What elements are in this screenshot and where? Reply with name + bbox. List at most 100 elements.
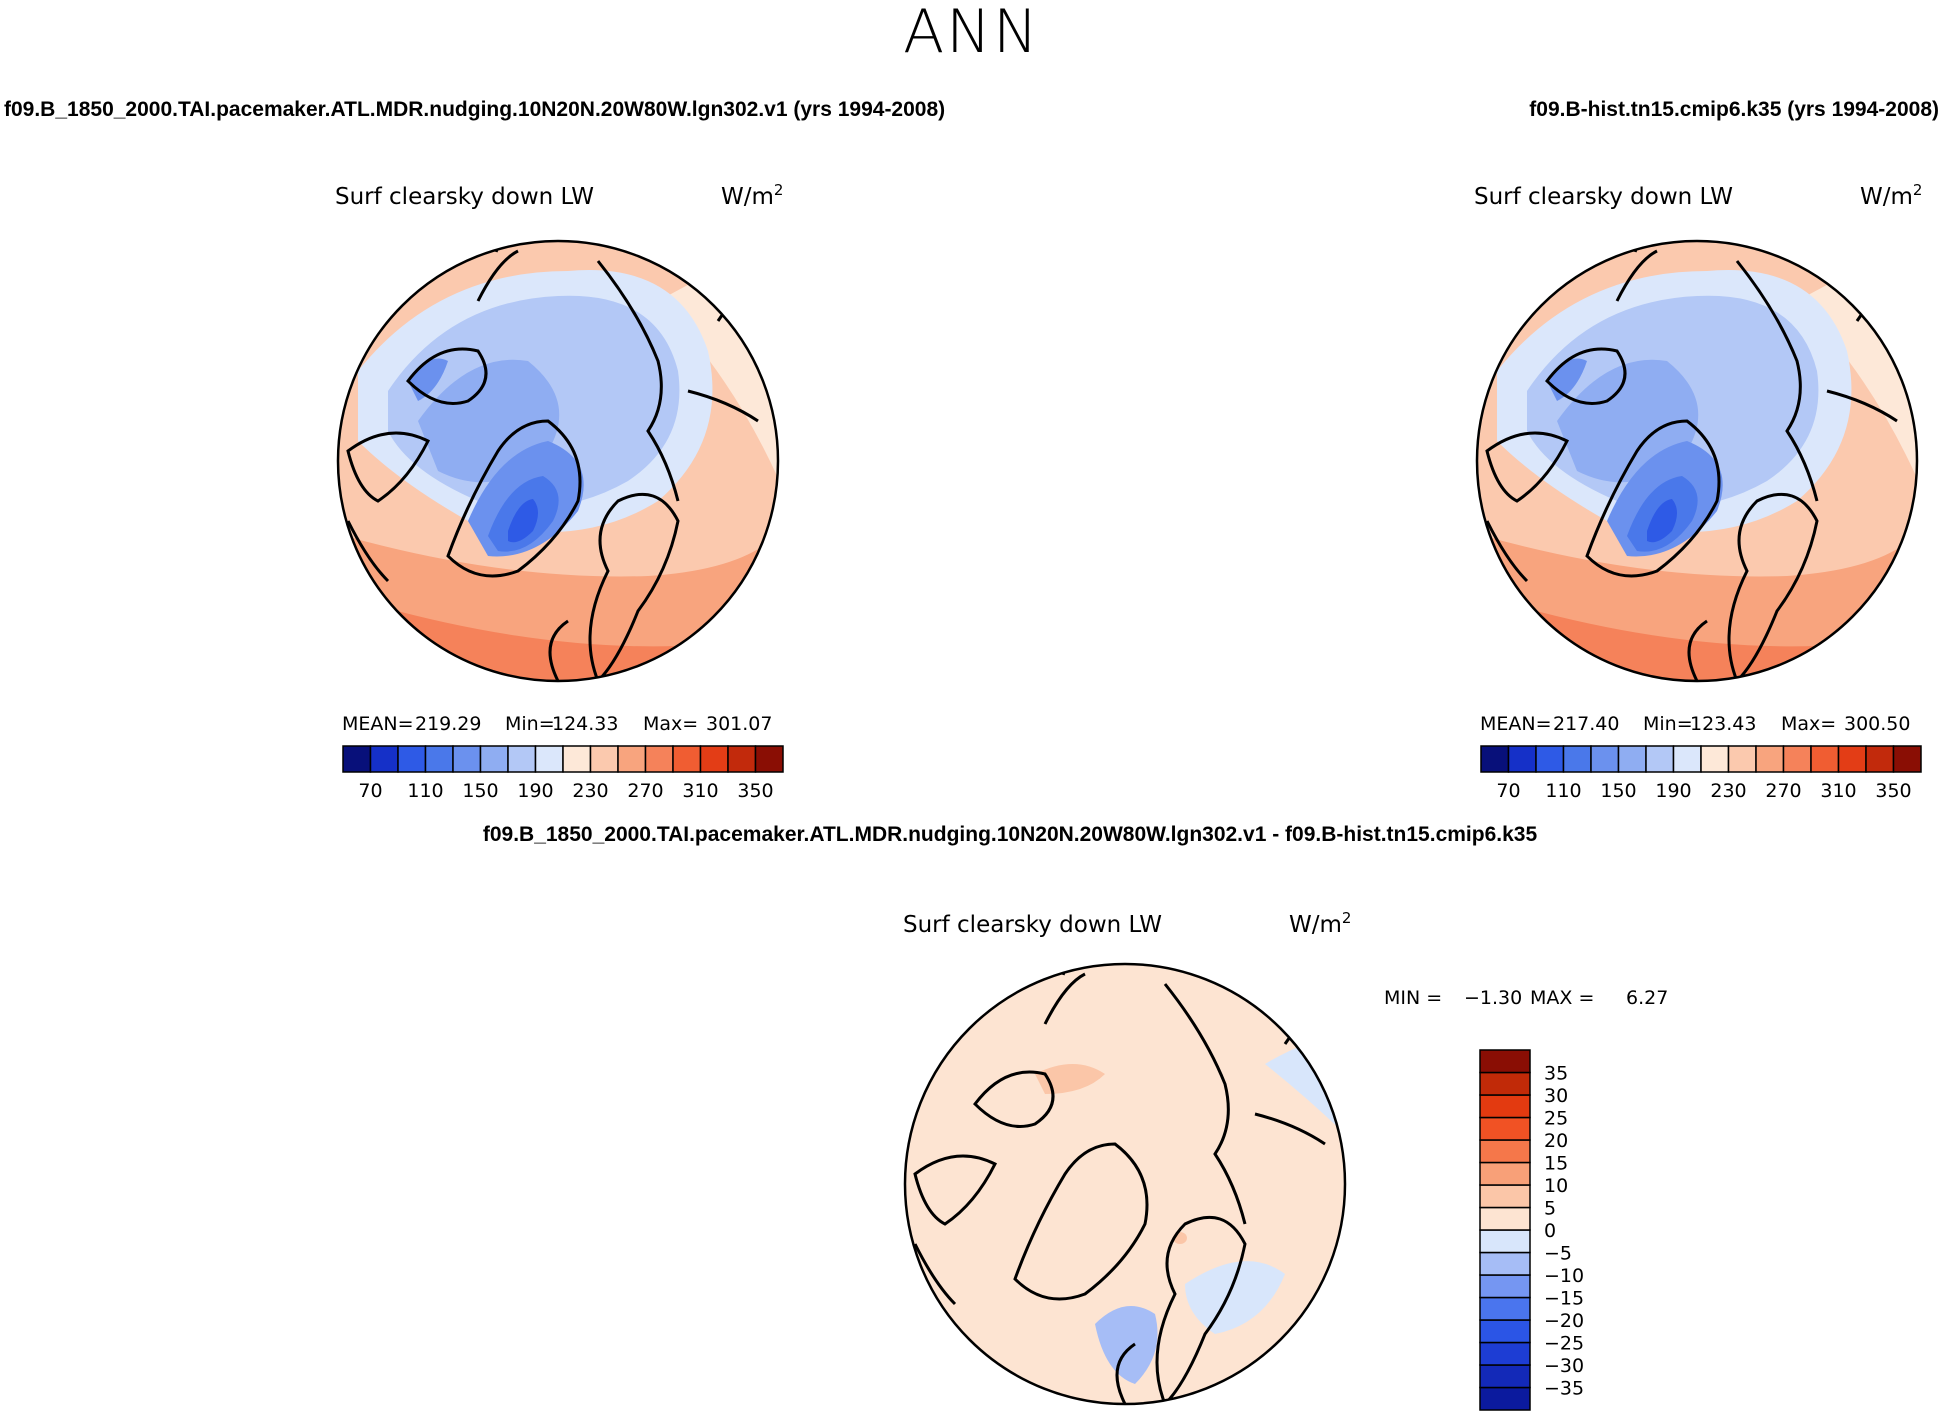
- diff-panel: Surf clearsky down LW W/m2: [903, 909, 1668, 1411]
- left-stats: MEAN= 219.29 Min= 124.33 Max= 301.07: [342, 713, 772, 735]
- svg-text:MAX =: MAX =: [1530, 987, 1594, 1009]
- colorbar-tick-label: 230: [1710, 780, 1746, 802]
- colorbar-swatch: [452, 745, 482, 773]
- colorbar-swatch: [1479, 1071, 1531, 1096]
- colorbar-swatch: [1700, 745, 1730, 773]
- left-units-label: W/m2: [721, 181, 783, 210]
- colorbar-tick-label: −20: [1544, 1310, 1584, 1332]
- colorbar-swatch: [1479, 1319, 1531, 1344]
- colorbar-swatch: [1727, 745, 1757, 773]
- svg-text:124.33: 124.33: [552, 713, 618, 735]
- diff-polar-map: [903, 962, 1347, 1406]
- colorbar-tick-label: 350: [1875, 780, 1911, 802]
- colorbar-tick-label: 70: [1496, 780, 1520, 802]
- colorbar-tick-label: −25: [1544, 1333, 1584, 1355]
- diff-case-title: f09.B_1850_2000.TAI.pacemaker.ATL.MDR.nu…: [482, 823, 1538, 846]
- colorbar-swatch: [1892, 745, 1922, 773]
- colorbar-swatch: [1479, 1184, 1531, 1209]
- colorbar-swatch: [617, 745, 647, 773]
- colorbar-tick-label: −35: [1544, 1378, 1584, 1400]
- colorbar-swatch: [1479, 1229, 1531, 1254]
- svg-text:Min=: Min=: [505, 713, 555, 735]
- colorbar-tick-label: 350: [737, 780, 773, 802]
- colorbar-tick-label: 310: [1820, 780, 1856, 802]
- colorbar-tick-label: 310: [682, 780, 718, 802]
- colorbar-swatch: [1837, 745, 1867, 773]
- colorbar-tick-label: 70: [358, 780, 382, 802]
- svg-text:Max=: Max=: [643, 713, 698, 735]
- colorbar-tick-label: 35: [1544, 1063, 1568, 1085]
- colorbar-tick-label: −10: [1544, 1265, 1584, 1287]
- colorbar-tick-label: 190: [1655, 780, 1691, 802]
- right-variable-label: Surf clearsky down LW: [1474, 184, 1733, 210]
- left-coastlines: [346, 246, 759, 681]
- colorbar-swatch: [562, 745, 592, 773]
- colorbar-swatch: [672, 745, 702, 773]
- colorbar-swatch: [397, 745, 427, 773]
- colorbar-tick-label: −30: [1544, 1355, 1584, 1377]
- colorbar-swatch: [1479, 1364, 1531, 1389]
- colorbar-swatch: [1562, 745, 1592, 773]
- svg-text:6.27: 6.27: [1626, 987, 1668, 1009]
- colorbar-tick-label: −15: [1544, 1288, 1584, 1310]
- svg-text:301.07: 301.07: [706, 713, 772, 735]
- colorbar-swatch: [589, 745, 619, 773]
- colorbar-tick-label: 15: [1544, 1153, 1568, 1175]
- svg-text:300.50: 300.50: [1844, 713, 1910, 735]
- colorbar-tick-label: 190: [517, 780, 553, 802]
- colorbar-swatch: [1479, 1206, 1531, 1231]
- right-units-label: W/m2: [1860, 181, 1922, 210]
- colorbar-tick-label: 110: [407, 780, 443, 802]
- colorbar-tick-label: 25: [1544, 1108, 1568, 1130]
- colorbar-swatch: [1617, 745, 1647, 773]
- colorbar-tick-label: 150: [1600, 780, 1636, 802]
- colorbar-swatch: [1479, 1116, 1531, 1141]
- colorbar-swatch: [1480, 745, 1510, 773]
- colorbar-swatch: [1479, 1049, 1531, 1074]
- right-panel: Surf clearsky down LW W/m2: [1474, 181, 1922, 802]
- colorbar-swatch: [1479, 1161, 1531, 1186]
- right-colorbar: 70 110 150 190 230 270 310 350: [1480, 745, 1922, 802]
- colorbar-swatch: [1782, 745, 1812, 773]
- svg-text:MIN =: MIN =: [1384, 987, 1442, 1009]
- svg-text:123.43: 123.43: [1690, 713, 1756, 735]
- svg-text:MEAN=: MEAN=: [342, 713, 414, 735]
- colorbar-swatch: [534, 745, 564, 773]
- colorbar-swatch: [424, 745, 454, 773]
- colorbar-tick-label: 10: [1544, 1175, 1568, 1197]
- colorbar-swatch: [1535, 745, 1565, 773]
- svg-text:−1.30: −1.30: [1464, 987, 1522, 1009]
- page-title: ANN: [903, 0, 1040, 67]
- svg-text:MEAN=: MEAN=: [1480, 713, 1552, 735]
- colorbar-tick-label: −5: [1544, 1243, 1572, 1265]
- colorbar-tick-label: 110: [1545, 780, 1581, 802]
- right-polar-map: [1475, 239, 1919, 683]
- right-stats: MEAN= 217.40 Min= 123.43 Max= 300.50: [1480, 713, 1910, 735]
- colorbar-swatch: [754, 745, 784, 773]
- colorbar-tick-label: 30: [1544, 1085, 1568, 1107]
- colorbar-swatch: [342, 745, 372, 773]
- svg-text:217.40: 217.40: [1553, 713, 1619, 735]
- left-case-title: f09.B_1850_2000.TAI.pacemaker.ATL.MDR.nu…: [4, 98, 946, 121]
- colorbar-swatch: [727, 745, 757, 773]
- colorbar-tick-label: 270: [1765, 780, 1801, 802]
- colorbar-swatch: [1479, 1094, 1531, 1119]
- colorbar-tick-label: 270: [627, 780, 663, 802]
- colorbar-swatch: [1479, 1274, 1531, 1299]
- colorbar-tick-label: 5: [1544, 1198, 1556, 1220]
- colorbar-swatch: [644, 745, 674, 773]
- colorbar-swatch: [1590, 745, 1620, 773]
- colorbar-swatch: [1645, 745, 1675, 773]
- colorbar-tick-label: 0: [1544, 1220, 1556, 1242]
- right-case-title: f09.B-hist.tn15.cmip6.k35 (yrs 1994-2008…: [1529, 98, 1939, 121]
- colorbar-swatch: [507, 745, 537, 773]
- colorbar-swatch: [1479, 1386, 1531, 1411]
- colorbar-swatch: [1479, 1139, 1531, 1164]
- colorbar-tick-label: 150: [462, 780, 498, 802]
- svg-text:Max=: Max=: [1781, 713, 1836, 735]
- colorbar-swatch: [1479, 1341, 1531, 1366]
- colorbar-swatch: [699, 745, 729, 773]
- diff-stats: MIN = −1.30 MAX = 6.27: [1384, 987, 1668, 1009]
